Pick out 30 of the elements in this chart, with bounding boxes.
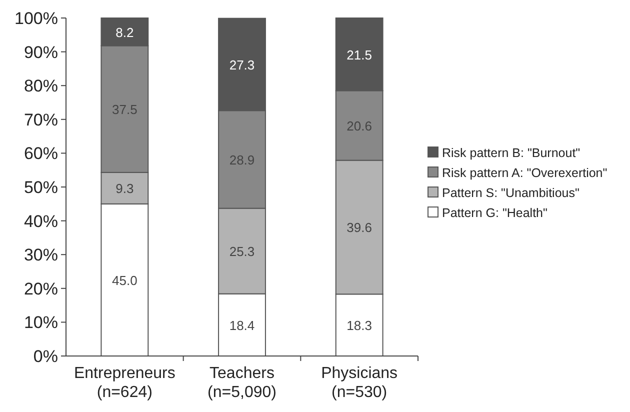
data-label: 21.5 xyxy=(346,47,372,62)
x-tick-label: Teachers (n=5,090) xyxy=(208,365,276,401)
legend-label: Pattern G: "Health" xyxy=(442,206,548,220)
y-tick-label: 30% xyxy=(24,246,58,265)
data-label: 20.6 xyxy=(346,118,372,134)
data-label: 18.3 xyxy=(346,318,372,334)
legend-label: Pattern S: "Unambitious" xyxy=(442,186,580,200)
y-tick-label: 80% xyxy=(24,76,58,96)
y-tick-label: 20% xyxy=(24,279,58,298)
y-tick-label: 100% xyxy=(14,9,58,28)
y-tick-label: 90% xyxy=(24,42,58,62)
y-tick-label: 0% xyxy=(33,347,58,366)
y-tick-label: 10% xyxy=(24,313,58,332)
y-tick-label: 40% xyxy=(24,212,58,231)
x-tick-label: Physicians (n=530) xyxy=(321,365,398,401)
legend-label: Risk pattern A: "Overexertion" xyxy=(442,166,608,180)
data-label: 27.3 xyxy=(229,57,255,72)
y-tick-label: 70% xyxy=(24,110,58,130)
data-label: 9.3 xyxy=(116,181,134,196)
data-label: 28.9 xyxy=(229,152,255,168)
y-tick-label: 60% xyxy=(24,144,58,164)
data-label: 37.5 xyxy=(112,102,138,118)
y-tick-label: 50% xyxy=(24,178,58,197)
legend-label: Risk pattern B: "Burnout" xyxy=(442,146,580,160)
data-label: 39.6 xyxy=(346,220,372,236)
data-label: 18.4 xyxy=(229,318,255,333)
data-label: 8.2 xyxy=(116,24,134,40)
x-tick-label: Entrepreneurs (n=624) xyxy=(74,365,176,401)
data-label: 45.0 xyxy=(112,272,138,288)
data-label: 25.3 xyxy=(229,244,255,260)
